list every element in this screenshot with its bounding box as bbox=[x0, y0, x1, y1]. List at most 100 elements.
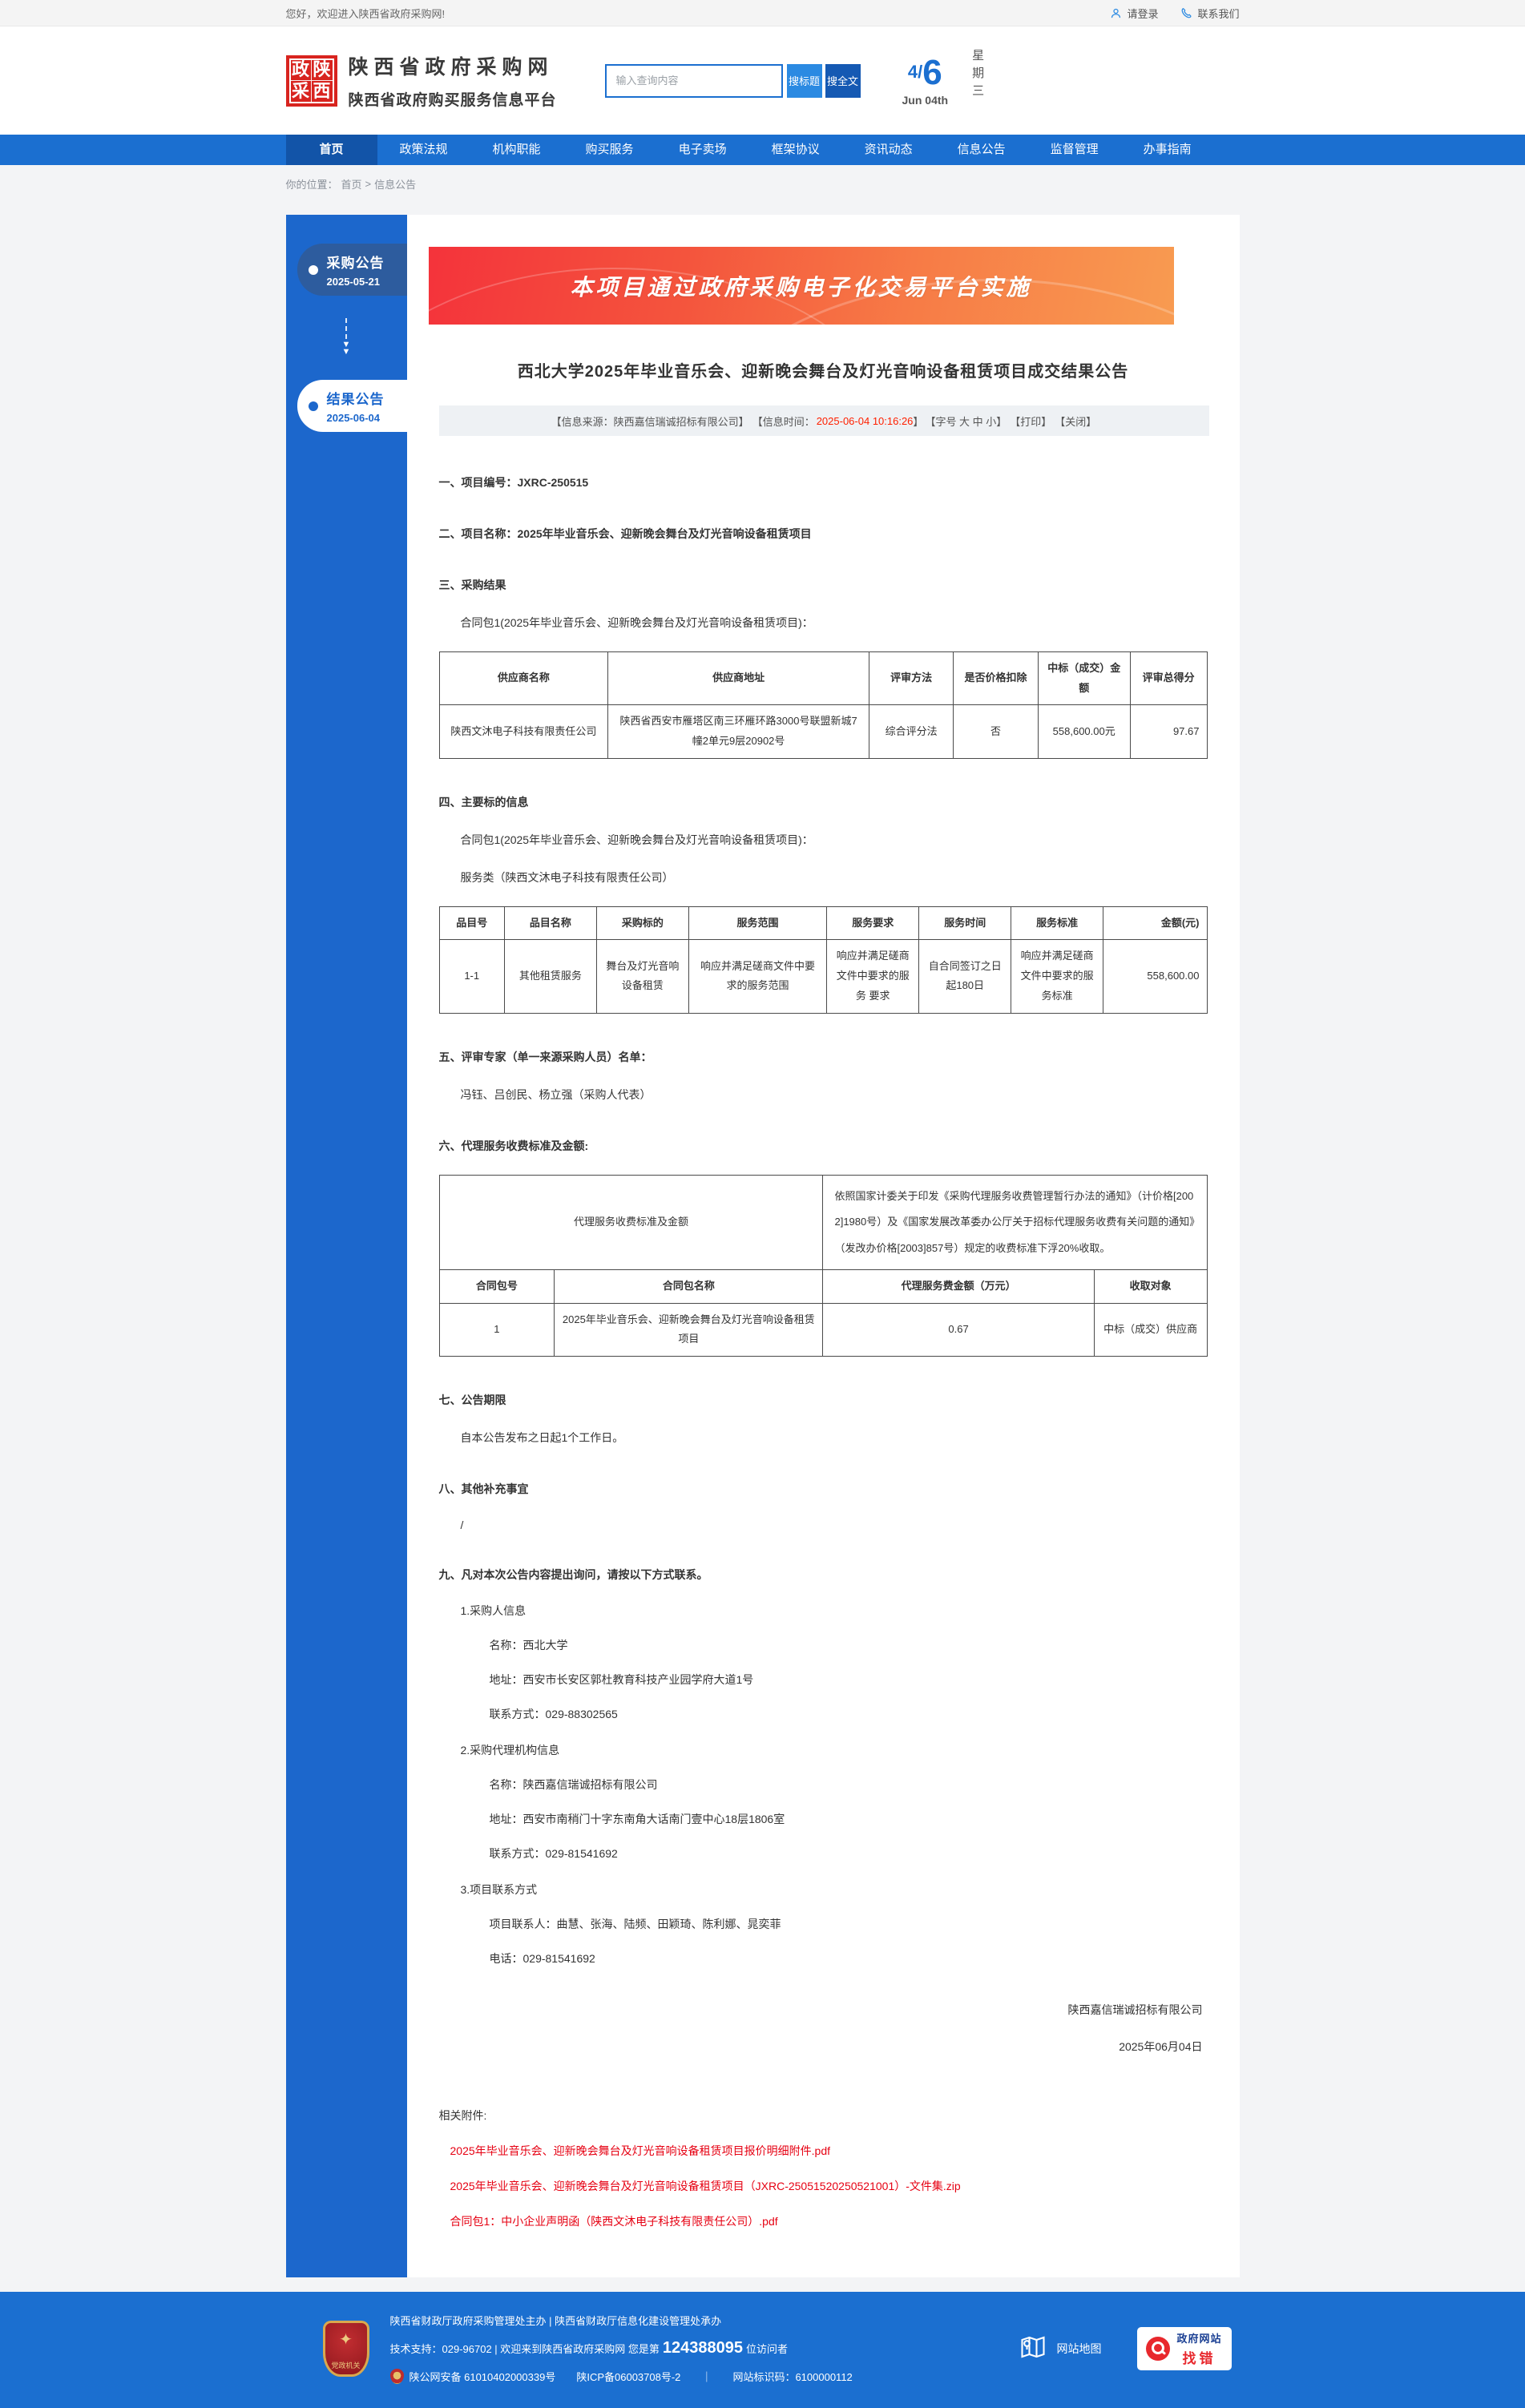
meta-source: 【信息来源：陕西嘉信瑞诚招标有限公司】 bbox=[551, 415, 749, 428]
contact-us-link[interactable]: 联系我们 bbox=[1180, 6, 1240, 21]
table-header-row: 供应商名称 供应商地址 评审方法 是否价格扣除 中标（成交）金额 评审总得分 bbox=[438, 651, 1208, 706]
nav-item-supervision[interactable]: 监督管理 bbox=[1050, 143, 1099, 156]
table-header: 评审总得分 bbox=[1129, 651, 1208, 706]
table-cell: 2025年毕业音乐会、迎新晚会舞台及灯光音响设备租赁项目 bbox=[554, 1302, 824, 1357]
agency-info-title: 2.采购代理机构信息 bbox=[460, 1744, 560, 1757]
site-identification-code: 网站标识码：6100000112 bbox=[732, 2371, 853, 2384]
sidebar-item-procurement-announcement[interactable]: 采购公告 2025-05-21 bbox=[297, 244, 407, 296]
login-link[interactable]: 请登录 bbox=[1110, 6, 1158, 21]
sidebar-item-result-announcement[interactable]: 结果公告 2025-06-04 bbox=[297, 380, 407, 432]
table-cell: 响应并满足磋商文件中要求的服务 要求 bbox=[826, 939, 920, 1014]
article-meta-bar: 【信息来源：陕西嘉信瑞诚招标有限公司】 【信息时间： 2025-06-04 10:… bbox=[438, 405, 1209, 436]
meta-time-suffix: 】 bbox=[913, 415, 924, 428]
table-row: 1-1 其他租赁服务 舞台及灯光音响设备租赁 响应并满足磋商文件中要求的服务范围… bbox=[438, 939, 1208, 1014]
section-9-heading: 九、凡对本次公告内容提出询问，请按以下方式联系。 bbox=[438, 1568, 708, 1582]
breadcrumb-home-link[interactable]: 首页 bbox=[341, 178, 362, 191]
purchaser-name: 名称：西北大学 bbox=[489, 1639, 568, 1652]
table-header: 服务范围 bbox=[688, 906, 828, 941]
table-cell: 综合评分法 bbox=[868, 704, 954, 759]
attachments-label: 相关附件: bbox=[438, 2109, 487, 2123]
nav-item-framework[interactable]: 框架协议 bbox=[771, 143, 820, 156]
site-names: 陕西省政府采购网 陕西省政府购买服务信息平台 bbox=[349, 51, 557, 110]
user-icon bbox=[1110, 7, 1122, 19]
nav-item-guide[interactable]: 办事指南 bbox=[1143, 143, 1192, 156]
table-cell: 0.67 bbox=[822, 1302, 1095, 1357]
table-cell: 舞台及灯光音响设备租赁 bbox=[595, 939, 689, 1014]
breadcrumb-current[interactable]: 信息公告 bbox=[374, 178, 417, 191]
magnifier-icon bbox=[1146, 2336, 1171, 2361]
table-cell: 1-1 bbox=[438, 939, 505, 1014]
subject-matter-table: 品目号 品目名称 采购标的 服务范围 服务要求 服务时间 服务标准 金额(元) … bbox=[438, 906, 1208, 1014]
table-cell: 其他租赁服务 bbox=[503, 939, 597, 1014]
nav-item-announcements[interactable]: 信息公告 bbox=[957, 143, 1006, 156]
nav-item-policies[interactable]: 政策法规 bbox=[399, 143, 448, 156]
nav-item-home[interactable]: 首页 bbox=[285, 135, 377, 165]
table-cell: 中标（成交）供应商 bbox=[1093, 1302, 1208, 1357]
attachment-link-price-detail[interactable]: 2025年毕业音乐会、迎新晚会舞台及灯光音响设备租赁项目报价明细附件.pdf bbox=[450, 2144, 831, 2158]
table-header: 供应商地址 bbox=[607, 651, 869, 706]
icp-record-number[interactable]: 陕ICP备06003708号-2 bbox=[576, 2371, 681, 2384]
signature-company: 陕西嘉信瑞诚招标有限公司 bbox=[1067, 2003, 1203, 2017]
nav-item-emall[interactable]: 电子卖场 bbox=[678, 143, 727, 156]
section-8-heading: 八、其他补充事宜 bbox=[438, 1482, 529, 1496]
breadcrumb-separator: > bbox=[365, 177, 372, 190]
bullet-dot-icon bbox=[308, 401, 318, 411]
breadcrumb: 你的位置： 首页 > 信息公告 bbox=[286, 165, 1240, 202]
bullet-dot-icon bbox=[308, 264, 318, 275]
table-header: 品目名称 bbox=[503, 906, 597, 941]
footer-record-line: 陕公网安备 61010402000339号 陕ICP备06003708号-2 ｜… bbox=[389, 2369, 1019, 2385]
table-cell: 依照国家计委关于印发《采购代理服务收费管理暂行办法的通知》（计价格[2002]1… bbox=[822, 1174, 1208, 1270]
table-header: 服务标准 bbox=[1011, 906, 1104, 941]
table-row: 1 2025年毕业音乐会、迎新晚会舞台及灯光音响设备租赁项目 0.67 中标（成… bbox=[438, 1302, 1208, 1357]
search-fulltext-button[interactable]: 搜全文 bbox=[825, 63, 861, 98]
table-header: 中标（成交）金额 bbox=[1037, 651, 1131, 706]
footer-support-line: 技术支持：029-96702 | 欢迎来到陕西省政府采购网 您是第 124388… bbox=[389, 2339, 789, 2358]
breadcrumb-bar: 你的位置： 首页 > 信息公告 bbox=[0, 165, 1525, 202]
project-contact-persons: 项目联系人：曲慧、张海、陆频、田颖琦、陈利娜、晁奕菲 bbox=[489, 1918, 781, 1931]
table-row: 代理服务收费标准及金额 依照国家计委关于印发《采购代理服务收费管理暂行办法的通知… bbox=[438, 1174, 1208, 1270]
nav-item-news[interactable]: 资讯动态 bbox=[864, 143, 913, 156]
agency-name: 名称：陕西嘉信瑞诚招标有限公司 bbox=[489, 1778, 658, 1792]
table-row: 陕西文沐电子科技有限责任公司 陕西省西安市雁塔区南三环雁环路3000号联盟新城7… bbox=[438, 704, 1208, 759]
site-logo[interactable]: 政 陕 采 西 bbox=[285, 54, 337, 107]
breadcrumb-prefix: 你的位置： bbox=[285, 178, 338, 191]
police-badge-icon bbox=[389, 2369, 404, 2385]
table-header: 代理服务费金额（万元） bbox=[822, 1269, 1095, 1304]
section-4-note1: 合同包1(2025年毕业音乐会、迎新晚会舞台及灯光音响设备租赁项目)： bbox=[460, 833, 813, 846]
weekday-text: 星期三 bbox=[970, 48, 985, 102]
attachment-link-sme-declaration[interactable]: 合同包1：中小企业声明函（陕西文沐电子科技有限责任公司）.pdf bbox=[450, 2215, 778, 2229]
section-7-text: 自本公告发布之日起1个工作日。 bbox=[460, 1431, 624, 1445]
table-header: 金额(元) bbox=[1103, 906, 1208, 941]
table-cell: 1 bbox=[438, 1302, 555, 1357]
police-record-number[interactable]: 陕公网安备 61010402000339号 bbox=[409, 2371, 556, 2384]
section-5-text: 冯钰、吕创民、杨立强（采购人代表） bbox=[460, 1087, 652, 1101]
table-header: 是否价格扣除 bbox=[953, 651, 1039, 706]
date-month: 4/ bbox=[907, 61, 923, 82]
agency-phone: 联系方式：029-81541692 bbox=[489, 1847, 618, 1861]
attachment-link-file-set[interactable]: 2025年毕业音乐会、迎新晚会舞台及灯光音响设备租赁项目（JXRC-250515… bbox=[450, 2180, 961, 2193]
table-cell: 自合同签订之日起180日 bbox=[918, 939, 1012, 1014]
banner-text: 本项目通过政府采购电子化交易平台实施 bbox=[570, 274, 1032, 300]
table-header: 合同包号 bbox=[438, 1269, 555, 1304]
article-body: 一、项目编号：JXRC-250515 二、项目名称：2025年毕业音乐会、迎新晚… bbox=[407, 436, 1240, 2229]
meta-time-prefix: 【信息时间： bbox=[752, 415, 815, 428]
award-result-table: 供应商名称 供应商地址 评审方法 是否价格扣除 中标（成交）金额 评审总得分 陕… bbox=[438, 651, 1208, 759]
site-subtitle: 陕西省政府购买服务信息平台 bbox=[348, 92, 557, 109]
table-header: 评审方法 bbox=[868, 651, 954, 706]
sitemap-link[interactable]: 网站地图 bbox=[1019, 2333, 1102, 2364]
error-report-badge[interactable]: 政府网站 找错 bbox=[1136, 2326, 1232, 2370]
close-button[interactable]: 【关闭】 bbox=[1055, 415, 1097, 428]
table-header: 服务时间 bbox=[918, 906, 1012, 941]
signature-date: 2025年06月04日 bbox=[1119, 2040, 1203, 2054]
table-cell: 558,600.00 bbox=[1103, 939, 1208, 1014]
nav-item-functions[interactable]: 机构职能 bbox=[492, 143, 541, 156]
party-government-emblem-icon: ✦ 党政机关 bbox=[322, 2320, 369, 2377]
agency-address: 地址：西安市南稍门十字东南角大话南门壹中心18层1806室 bbox=[489, 1813, 785, 1826]
table-cell: 响应并满足磋商文件中要求的服务标准 bbox=[1011, 939, 1104, 1014]
font-size-controls[interactable]: 【字号 大 中 小】 bbox=[925, 415, 1007, 428]
nav-item-purchase-services[interactable]: 购买服务 bbox=[585, 143, 634, 156]
search-input[interactable] bbox=[604, 63, 783, 98]
print-button[interactable]: 【打印】 bbox=[1010, 415, 1052, 428]
search-title-button[interactable]: 搜标题 bbox=[786, 63, 822, 98]
section-3-note: 合同包1(2025年毕业音乐会、迎新晚会舞台及灯光音响设备租赁项目)： bbox=[460, 616, 813, 629]
